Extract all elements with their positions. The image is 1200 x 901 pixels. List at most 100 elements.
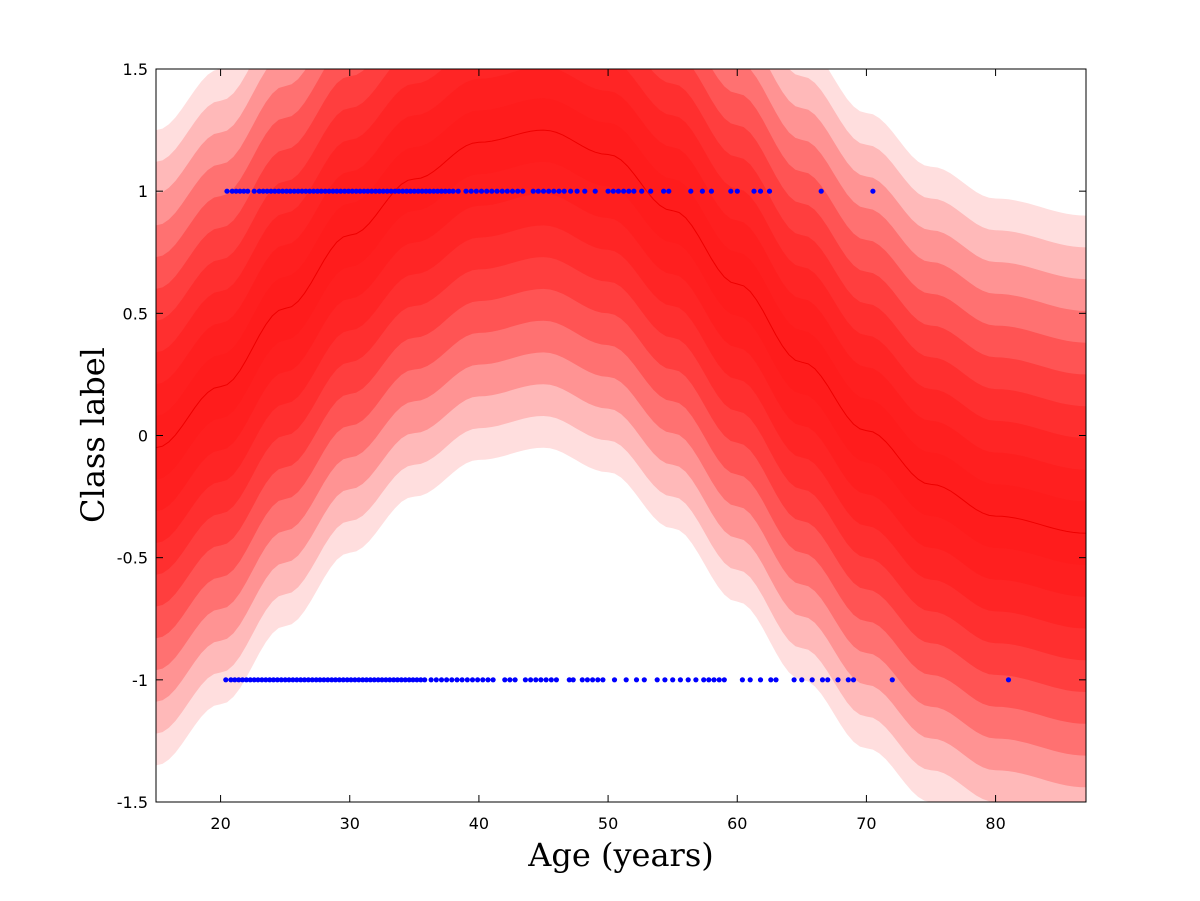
point-class-pos-12 <box>276 188 282 194</box>
point-class-neg-108 <box>845 677 851 683</box>
data-points <box>223 188 1012 683</box>
point-class-neg-67 <box>512 677 518 683</box>
point-class-neg-5 <box>243 677 249 683</box>
point-class-neg-27 <box>329 677 335 683</box>
point-class-neg-92 <box>701 677 707 683</box>
point-class-neg-23 <box>313 677 319 683</box>
point-class-neg-33 <box>352 677 358 683</box>
point-class-neg-77 <box>579 677 585 683</box>
point-class-neg-11 <box>267 677 273 683</box>
point-class-neg-56 <box>449 677 455 683</box>
point-class-pos-0 <box>224 188 230 194</box>
point-class-pos-92 <box>688 188 694 194</box>
point-class-neg-102 <box>791 677 797 683</box>
point-class-pos-60 <box>468 188 474 194</box>
point-class-neg-100 <box>768 677 774 683</box>
point-class-neg-29 <box>336 677 342 683</box>
point-class-neg-12 <box>270 677 277 683</box>
point-class-pos-80 <box>582 188 588 194</box>
point-class-neg-87 <box>662 677 668 683</box>
band-level-9 <box>156 69 1086 802</box>
point-class-pos-4 <box>241 188 247 194</box>
point-class-pos-58 <box>455 188 461 194</box>
point-class-neg-94 <box>711 677 717 683</box>
point-class-pos-73 <box>540 188 547 194</box>
point-class-neg-72 <box>543 677 549 683</box>
point-class-pos-48 <box>415 188 421 194</box>
point-class-pos-37 <box>373 188 379 194</box>
point-class-pos-90 <box>661 188 667 194</box>
point-class-neg-17 <box>290 677 296 683</box>
point-class-pos-96 <box>734 188 740 194</box>
point-class-neg-46 <box>402 677 408 683</box>
point-class-pos-14 <box>283 188 290 194</box>
point-class-neg-70 <box>533 677 539 683</box>
point-class-neg-39 <box>375 677 381 683</box>
point-class-neg-41 <box>383 677 389 683</box>
point-class-pos-44 <box>400 188 406 194</box>
point-class-neg-55 <box>444 677 450 683</box>
x-tick-label-40: 40 <box>469 814 489 833</box>
point-class-pos-27 <box>334 188 340 194</box>
point-class-pos-67 <box>504 188 510 194</box>
x-tick-label-30: 30 <box>340 814 360 833</box>
x-tick-label-20: 20 <box>210 814 230 833</box>
point-class-neg-13 <box>274 677 280 683</box>
y-tick-label--0.5: -0.5 <box>117 549 148 568</box>
point-class-neg-78 <box>584 677 591 683</box>
point-class-neg-34 <box>356 677 362 683</box>
point-class-neg-93 <box>706 677 712 683</box>
point-class-neg-73 <box>548 677 554 683</box>
point-class-pos-65 <box>494 188 500 194</box>
x-tick-label-70: 70 <box>856 814 876 833</box>
point-class-neg-47 <box>406 677 412 683</box>
point-class-neg-14 <box>278 677 284 683</box>
point-class-neg-85 <box>641 677 647 683</box>
point-class-pos-22 <box>314 188 321 194</box>
point-class-neg-90 <box>685 677 691 683</box>
point-class-pos-34 <box>361 188 367 194</box>
point-class-pos-62 <box>478 188 485 194</box>
point-class-neg-49 <box>414 677 420 683</box>
x-tick-label-60: 60 <box>727 814 747 833</box>
point-class-neg-37 <box>367 677 373 683</box>
point-class-neg-59 <box>464 677 470 683</box>
point-class-pos-32 <box>353 188 359 194</box>
point-class-pos-20 <box>307 188 313 194</box>
point-class-neg-101 <box>773 677 779 683</box>
point-class-neg-26 <box>325 677 331 683</box>
point-class-pos-47 <box>411 188 417 194</box>
point-class-neg-68 <box>522 677 529 683</box>
point-class-pos-86 <box>626 188 632 194</box>
y-tick-label-0: 0 <box>138 427 148 446</box>
point-class-pos-71 <box>530 188 536 194</box>
point-class-neg-35 <box>360 677 366 683</box>
point-class-pos-74 <box>546 188 552 194</box>
point-class-pos-82 <box>605 188 611 194</box>
point-class-neg-44 <box>394 677 401 683</box>
point-class-neg-86 <box>654 677 660 683</box>
point-class-neg-42 <box>387 677 393 683</box>
point-class-pos-3 <box>237 188 243 194</box>
point-class-neg-20 <box>301 677 308 683</box>
point-class-pos-8 <box>260 188 266 194</box>
point-class-neg-22 <box>309 677 315 683</box>
point-class-pos-16 <box>291 188 297 194</box>
point-class-pos-83 <box>610 188 616 194</box>
point-class-pos-5 <box>245 188 251 194</box>
point-class-neg-104 <box>809 677 815 683</box>
point-class-neg-65 <box>502 677 508 683</box>
point-class-pos-11 <box>272 188 278 194</box>
point-class-pos-72 <box>535 188 541 194</box>
point-class-neg-10 <box>263 677 269 683</box>
point-class-pos-18 <box>299 188 305 194</box>
point-class-neg-0 <box>223 677 229 683</box>
point-class-pos-15 <box>287 188 293 194</box>
point-class-neg-53 <box>433 677 439 683</box>
point-class-neg-52 <box>428 677 434 683</box>
point-class-neg-15 <box>282 677 288 683</box>
point-class-neg-74 <box>553 677 560 683</box>
point-class-pos-25 <box>326 188 332 194</box>
point-class-neg-36 <box>363 677 370 683</box>
